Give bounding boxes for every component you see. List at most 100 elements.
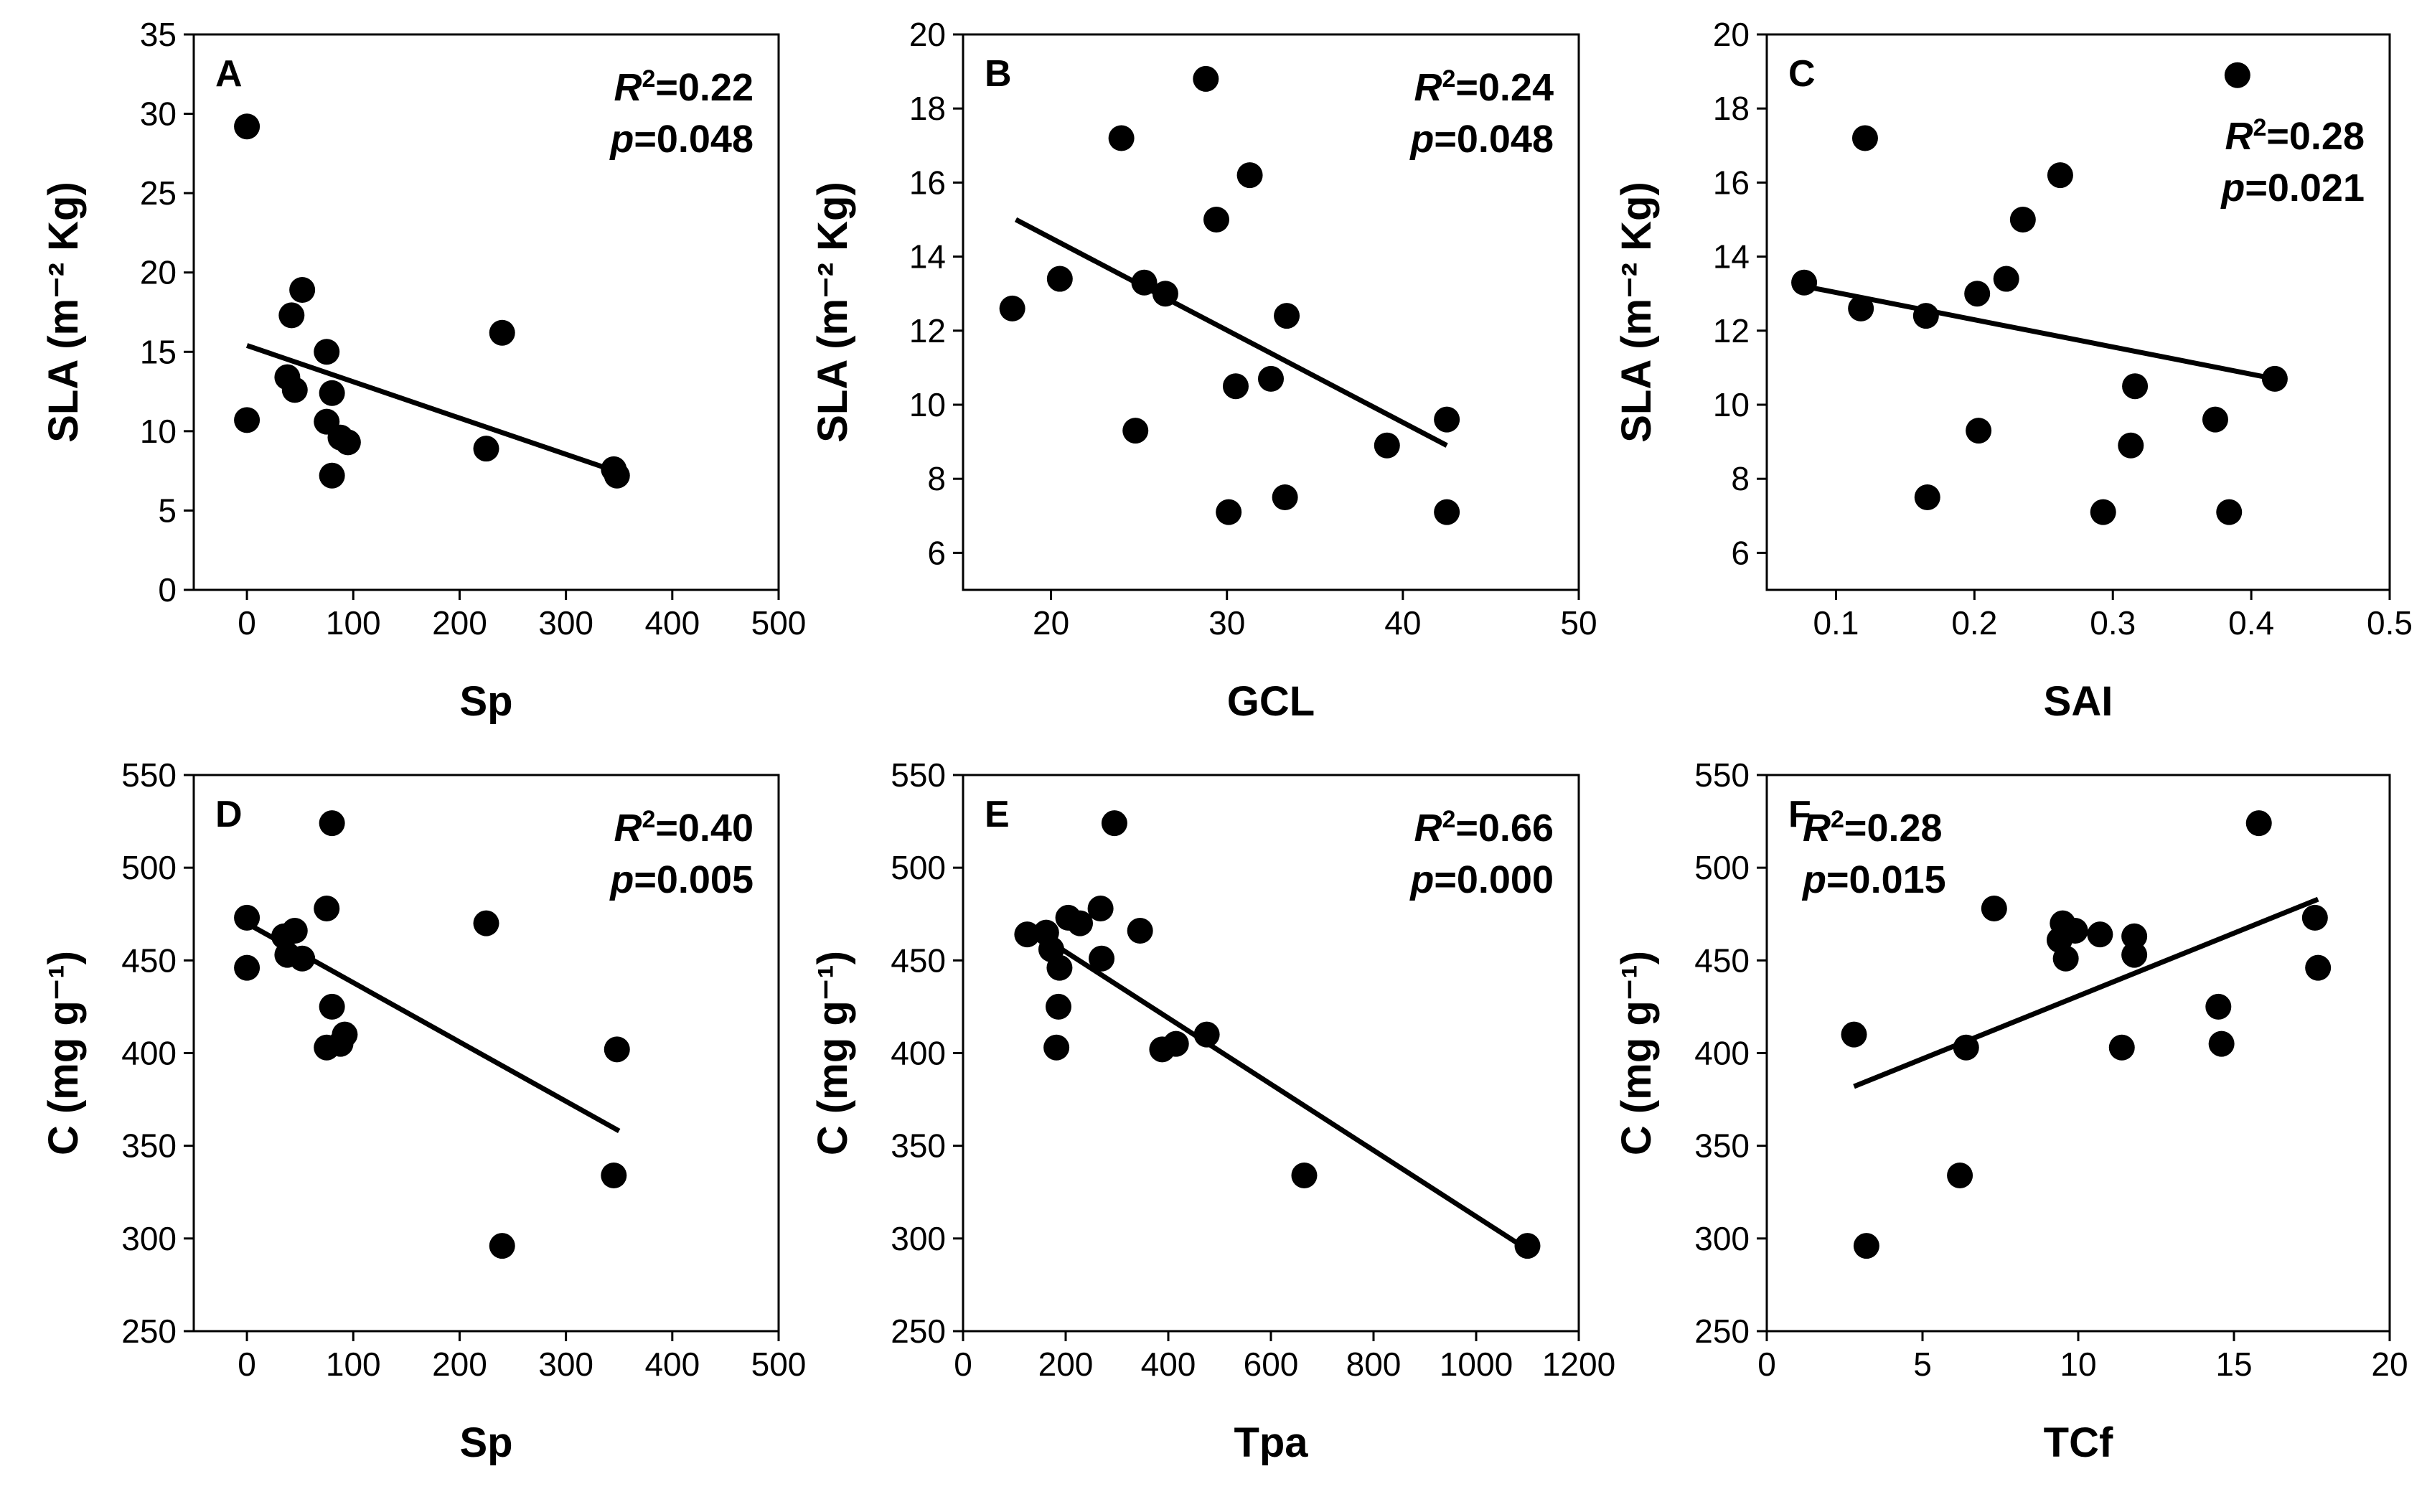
y-tick-label-a: 25: [140, 174, 177, 212]
data-point-d: [281, 918, 308, 944]
y-tick-label-e: 400: [891, 1035, 946, 1072]
y-axis-title-a: SLA (m⁻² Kg): [40, 182, 87, 443]
data-point-e: [1193, 1021, 1220, 1048]
data-point-b: [1203, 207, 1230, 233]
data-point-f: [1947, 1163, 1973, 1188]
data-point-c: [2047, 162, 2073, 189]
data-point-f: [1953, 1034, 1979, 1061]
y-tick-label-a: 5: [158, 492, 177, 529]
data-point-e: [1045, 993, 1071, 1020]
data-point-b: [1236, 162, 1263, 189]
x-tick-label-c: 0.2: [1951, 604, 1997, 642]
data-point-e: [1163, 1030, 1189, 1057]
data-point-c: [2118, 432, 2144, 459]
data-point-d: [289, 945, 316, 972]
y-axis-title-b: SLA (m⁻² Kg): [809, 182, 856, 443]
data-point-a: [289, 277, 316, 304]
data-point-f: [1853, 1233, 1879, 1259]
p-value-label-c: p=0.021: [2220, 166, 2365, 210]
y-tick-label-e: 300: [891, 1220, 946, 1257]
data-point-e: [1014, 921, 1041, 948]
y-tick-label-b: 20: [909, 16, 946, 53]
data-point-e: [1043, 1034, 1070, 1061]
x-tick-label-d: 400: [644, 1346, 700, 1383]
data-point-d: [319, 810, 345, 837]
y-tick-label-b: 10: [909, 386, 946, 423]
data-point-e: [1514, 1233, 1541, 1259]
y-tick-label-c: 20: [1713, 16, 1750, 53]
x-tick-label-e: 400: [1141, 1346, 1196, 1383]
data-point-e: [1127, 918, 1153, 944]
data-point-a: [319, 380, 345, 406]
data-point-b: [1152, 281, 1178, 307]
data-point-e: [1089, 945, 1115, 972]
data-point-b: [1046, 266, 1073, 292]
y-axis-title-d: C (mg g⁻¹): [40, 951, 87, 1155]
data-point-c: [1912, 303, 1939, 329]
x-tick-label-f: 15: [2215, 1346, 2252, 1383]
r-squared-label-b: R2=0.24: [1414, 65, 1554, 109]
data-point-f: [1841, 1021, 1867, 1048]
data-point-c: [2009, 207, 2036, 233]
regression-line-b: [1014, 217, 1448, 448]
data-point-b: [1434, 499, 1460, 525]
data-point-b: [999, 295, 1025, 321]
y-tick-label-f: 300: [1694, 1220, 1750, 1257]
data-point-a: [278, 302, 305, 329]
data-point-e: [1101, 810, 1127, 837]
data-point-a: [281, 377, 308, 403]
data-point-d: [489, 1233, 515, 1259]
x-tick-label-c: 0.4: [2228, 604, 2274, 642]
y-tick-label-c: 12: [1713, 312, 1750, 349]
y-tick-label-c: 6: [1731, 534, 1750, 571]
y-tick-label-f: 500: [1694, 849, 1750, 886]
y-tick-label-e: 450: [891, 942, 946, 979]
data-point-b: [1374, 432, 1400, 459]
panel-letter-e: E: [985, 794, 1010, 835]
y-tick-label-b: 18: [909, 90, 946, 127]
y-tick-label-e: 350: [891, 1127, 946, 1165]
y-tick-label-d: 250: [121, 1313, 177, 1350]
x-axis-title-b: GCL: [1227, 678, 1315, 725]
data-point-d: [314, 896, 340, 921]
x-tick-label-b: 40: [1384, 604, 1421, 642]
x-tick-label-c: 0.3: [2090, 604, 2136, 642]
r-squared-label-a: R2=0.22: [614, 65, 754, 109]
y-tick-label-a: 30: [140, 95, 177, 133]
panel-letter-f: F: [1788, 794, 1811, 835]
x-tick-label-f: 20: [2371, 1346, 2408, 1383]
data-point-b: [1272, 484, 1298, 510]
x-tick-label-d: 100: [326, 1346, 381, 1383]
x-tick-label-e: 1000: [1440, 1346, 1513, 1383]
x-tick-label-b: 50: [1560, 604, 1597, 642]
x-axis-title-d: Sp: [459, 1419, 512, 1466]
data-point-b: [1222, 373, 1249, 400]
data-point-f: [2208, 1030, 2235, 1057]
plot-frame-a: [192, 33, 780, 591]
data-point-c: [2202, 406, 2228, 433]
x-tick-label-b: 20: [1033, 604, 1069, 642]
p-value-label-a: p=0.048: [609, 118, 754, 161]
regression-line-f: [1853, 896, 2319, 1089]
y-axis-title-e: C (mg g⁻¹): [809, 951, 856, 1155]
y-tick-label-d: 300: [121, 1220, 177, 1257]
p-value-label-f: p=0.015: [1801, 858, 1946, 901]
data-point-a: [334, 429, 361, 456]
x-tick-label-a: 400: [644, 604, 700, 642]
r-squared-label-c: R2=0.28: [2225, 114, 2365, 158]
data-point-c: [2090, 499, 2116, 525]
y-tick-label-a: 10: [140, 413, 177, 450]
data-point-a: [314, 339, 340, 365]
x-tick-label-d: 500: [751, 1346, 807, 1383]
regression-line-a: [245, 343, 620, 475]
data-point-b: [1274, 303, 1300, 329]
data-point-a: [473, 436, 499, 462]
x-tick-label-c: 0.1: [1813, 604, 1859, 642]
data-point-e: [1046, 954, 1073, 981]
data-point-f: [2087, 921, 2113, 948]
x-tick-label-e: 0: [954, 1346, 972, 1383]
data-point-b: [1193, 65, 1219, 92]
y-tick-label-d: 500: [121, 849, 177, 886]
data-point-c: [2122, 373, 2149, 400]
